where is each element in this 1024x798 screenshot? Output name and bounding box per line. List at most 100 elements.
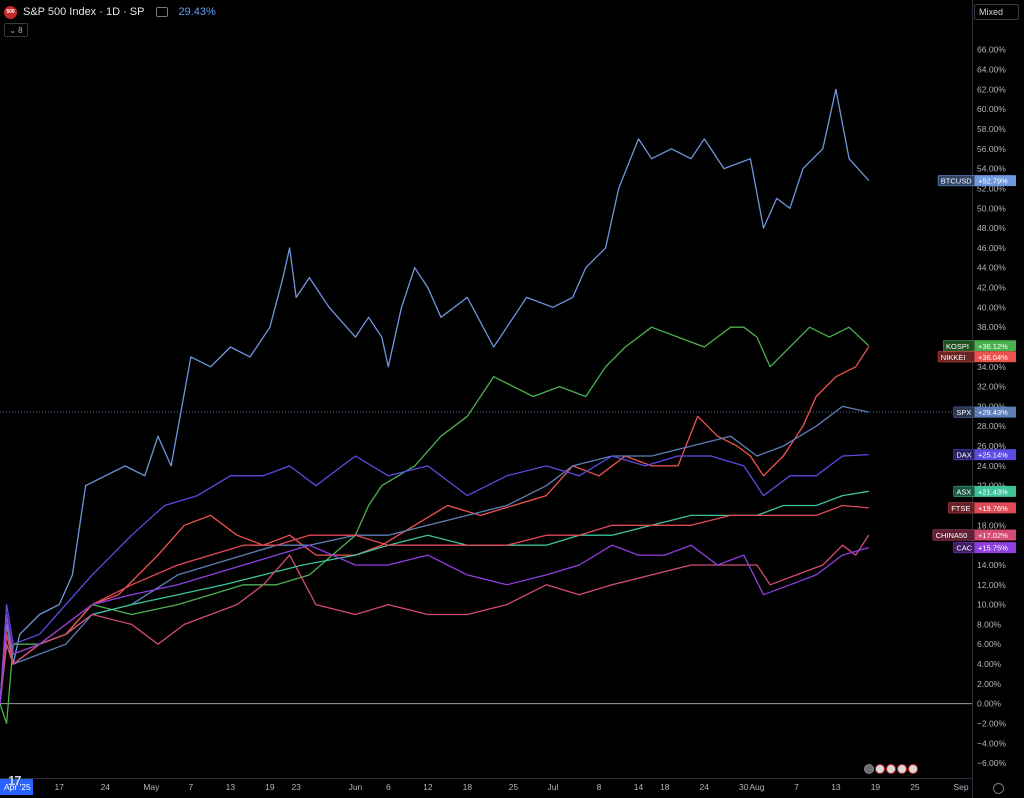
y-tick-label: 64.00% — [977, 65, 1006, 75]
series-name-box — [948, 502, 975, 513]
scale-mode-select[interactable]: Mixed — [974, 4, 1019, 20]
chart-header: 500 S&P 500 Index · 1D · SP 29.43% — [4, 4, 216, 20]
series-value: +36.12% — [978, 342, 1008, 351]
x-tick-label: 25 — [509, 782, 519, 792]
series-value: +21.43% — [978, 487, 1008, 496]
series-name-box — [943, 340, 975, 351]
series-line-nikkei[interactable] — [0, 346, 870, 704]
y-tick-label: 10.00% — [977, 600, 1006, 610]
series-line-china50[interactable] — [0, 534, 870, 704]
y-tick-label: 38.00% — [977, 322, 1006, 332]
series-name: BTCUSD — [941, 177, 972, 186]
series-name: DAX — [956, 451, 971, 460]
series-line-cac[interactable] — [0, 544, 869, 704]
series-line-btcusd[interactable] — [0, 88, 870, 704]
x-tick-label: 23 — [291, 782, 301, 792]
flags-group[interactable] — [864, 764, 918, 774]
x-tick-label: Apr '25 — [4, 782, 31, 792]
series-value: +36.04% — [978, 353, 1008, 362]
y-tick-label: 2.00% — [977, 679, 1002, 689]
y-tick-label: 52.00% — [977, 183, 1006, 193]
series-name: SPX — [956, 408, 971, 417]
series-name: ASX — [956, 487, 971, 496]
gear-icon[interactable] — [993, 783, 1004, 794]
y-tick-label: 42.00% — [977, 283, 1006, 293]
y-tick-label: 32.00% — [977, 382, 1006, 392]
y-tick-label: −2.00% — [977, 719, 1007, 729]
sp500-logo-icon: 500 — [4, 5, 17, 19]
y-tick-label: 46.00% — [977, 243, 1006, 253]
y-tick-label: 60.00% — [977, 104, 1006, 114]
series-name-box — [953, 449, 975, 460]
y-tick-label: 62.00% — [977, 84, 1006, 94]
x-tick-label: 6 — [386, 782, 391, 792]
symbol-title[interactable]: S&P 500 Index · 1D · SP — [23, 6, 145, 18]
y-tick-label: 0.00% — [977, 699, 1002, 709]
x-tick-label: May — [143, 782, 160, 792]
series-name-box — [953, 486, 975, 497]
series-line-kospi[interactable] — [0, 326, 870, 725]
x-tick-label: Jul — [547, 782, 558, 792]
y-tick-label: 4.00% — [977, 659, 1002, 669]
y-tick-label: 14.00% — [977, 560, 1006, 570]
y-tick-label: 8.00% — [977, 619, 1002, 629]
series-value: +19.76% — [978, 504, 1008, 513]
y-tick-label: 18.00% — [977, 520, 1006, 530]
x-tick-label: 19 — [871, 782, 881, 792]
series-label-spx[interactable]: SPX +29.43% — [953, 406, 1016, 418]
collapse-legend-button[interactable]: ⌄ 8 — [4, 23, 28, 37]
flag-icon — [897, 764, 907, 774]
y-tick-label: 28.00% — [977, 421, 1006, 431]
x-tick-label: Aug — [749, 782, 764, 792]
y-tick-label: 54.00% — [977, 164, 1006, 174]
series-value: +29.43% — [978, 408, 1008, 417]
series-label-asx[interactable]: ASX +21.43% — [953, 485, 1016, 497]
x-tick-label: 8 — [597, 782, 602, 792]
flag-icon — [886, 764, 896, 774]
series-name: FTSE — [951, 504, 970, 513]
series-value: +17.02% — [978, 531, 1008, 540]
x-tick-label: 18 — [463, 782, 473, 792]
x-tick-label: 14 — [634, 782, 644, 792]
series-name: CHINA50 — [936, 531, 968, 540]
y-tick-label: 12.00% — [977, 580, 1006, 590]
header-change: 29.43% — [178, 6, 216, 18]
series-line-spx[interactable] — [0, 405, 869, 704]
series-label-ftse[interactable]: FTSE +19.76% — [948, 502, 1016, 514]
x-tick-label: 19 — [265, 782, 275, 792]
y-tick-label: −4.00% — [977, 738, 1007, 748]
series-name: CAC — [956, 544, 972, 553]
y-tick-label: 58.00% — [977, 124, 1006, 134]
series-value: +52.79% — [978, 177, 1008, 186]
series-label-kospi[interactable]: KOSPI +36.12% — [943, 340, 1016, 352]
series-line-dax[interactable] — [0, 453, 869, 704]
x-tick-label: 13 — [831, 782, 841, 792]
legend-count: 8 — [18, 25, 23, 35]
tradingview-logo-icon[interactable]: 17 — [8, 773, 22, 788]
x-tick-label: 25 — [910, 782, 920, 792]
series-name: NIKKEI — [941, 353, 966, 362]
x-tick-label: 17 — [55, 782, 65, 792]
chevron-down-icon: ⌄ — [9, 25, 17, 35]
series-value: +25.14% — [978, 451, 1008, 460]
y-tick-label: 44.00% — [977, 263, 1006, 273]
y-tick-label: 22.00% — [977, 481, 1006, 491]
y-tick-label: 56.00% — [977, 144, 1006, 154]
series-label-nikkei[interactable]: NIKKEI +36.04% — [937, 351, 1016, 363]
x-tick-label: 30 — [739, 782, 749, 792]
x-tick-label: 13 — [226, 782, 236, 792]
series-label-china50[interactable]: CHINA50 +17.02% — [932, 529, 1016, 541]
series-label-dax[interactable]: DAX +25.14% — [953, 449, 1016, 461]
logo-text: 500 — [6, 9, 15, 15]
series-name: KOSPI — [946, 342, 969, 351]
series-label-cac[interactable]: CAC +15.75% — [953, 542, 1016, 554]
flag-icon — [864, 764, 874, 774]
x-tick-label: 24 — [700, 782, 710, 792]
x-tick-label: 7 — [794, 782, 799, 792]
x-tick-label: Sep — [953, 782, 968, 792]
series-label-btcusd[interactable]: BTCUSD +52.79% — [937, 175, 1016, 187]
visibility-icon[interactable] — [156, 7, 169, 17]
series-name-box — [953, 542, 975, 553]
x-tick-label: 7 — [189, 782, 194, 792]
